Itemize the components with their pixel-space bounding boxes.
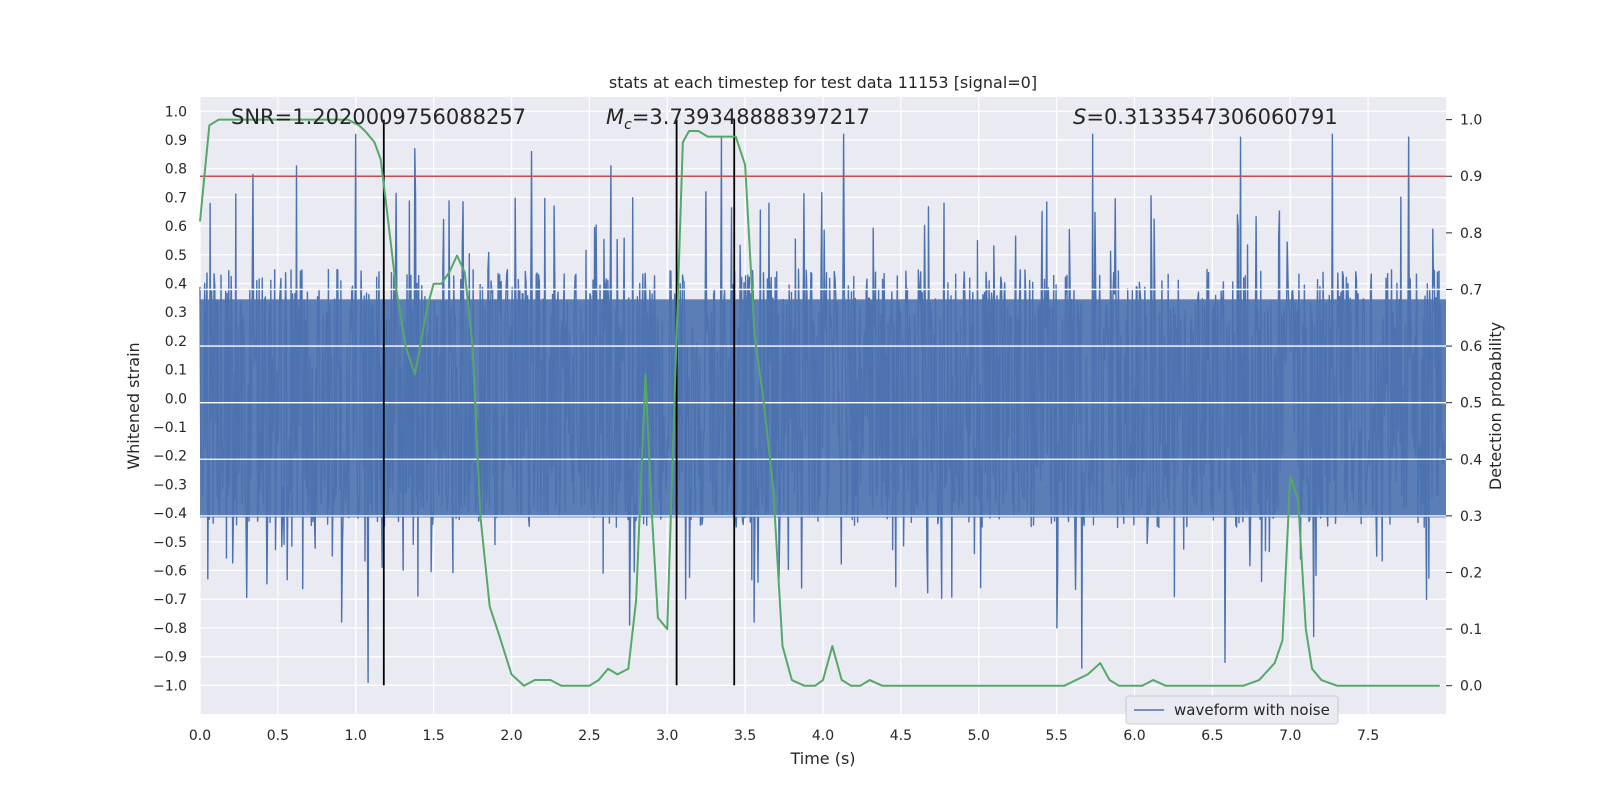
left-y-tick-label: −0.9 bbox=[153, 650, 187, 666]
left-y-tick-label: 0.0 bbox=[165, 391, 187, 407]
x-tick-label: 3.0 bbox=[656, 728, 678, 744]
chirp-mass-annotation: Mc=3.739348888397217 bbox=[606, 105, 870, 133]
left-y-tick-label: −1.0 bbox=[153, 678, 187, 694]
right-y-tick-label: 0.4 bbox=[1460, 452, 1482, 468]
left-y-tick-label: 0.2 bbox=[165, 334, 187, 350]
left-y-tick-label: −0.3 bbox=[153, 477, 187, 493]
left-y-tick-label: 0.1 bbox=[165, 363, 187, 379]
right-y-tick-label: 0.3 bbox=[1460, 509, 1482, 525]
left-y-tick-label: −0.4 bbox=[153, 506, 187, 522]
x-tick-label: 1.0 bbox=[345, 728, 367, 744]
legend: waveform with noise bbox=[1125, 695, 1339, 725]
vertical-markers bbox=[382, 119, 736, 686]
left-y-tick-label: −0.7 bbox=[153, 592, 187, 608]
x-tick-label: 6.0 bbox=[1123, 728, 1145, 744]
waveform-series bbox=[199, 133, 1446, 684]
left-y-tick-label: −0.8 bbox=[153, 621, 187, 637]
chirp-mass-subscript: c bbox=[624, 117, 632, 133]
left-y-tick-label: −0.2 bbox=[153, 449, 187, 465]
x-tick-label: 7.5 bbox=[1357, 728, 1379, 744]
left-y-axis-ticks: 1.0 0.9 0.8 0.7 0.6 0.5 0.4 0.3 0.2 0.1 0.0 −0.1 −0.… bbox=[153, 104, 187, 694]
x-tick-label: 0.5 bbox=[267, 728, 289, 744]
left-y-tick-label: −0.1 bbox=[153, 420, 187, 436]
x-axis-ticks: 0.0 0.5 1.0 1.5 2.0 2.5 3.0 3.5 4.0 4.5 5.0 5.5 6.0 6… bbox=[189, 728, 1379, 744]
right-y-tick-label: 0.1 bbox=[1460, 622, 1482, 638]
probability-line bbox=[199, 118, 1440, 687]
left-y-axis-label: Whitened strain bbox=[124, 342, 143, 469]
left-y-tick-label: −0.5 bbox=[153, 535, 187, 551]
x-tick-label: 4.0 bbox=[812, 728, 834, 744]
legend-label: waveform with noise bbox=[1174, 701, 1330, 719]
s-symbol: S bbox=[1073, 105, 1086, 129]
x-tick-label: 5.5 bbox=[1045, 728, 1067, 744]
x-tick-label: 5.0 bbox=[968, 728, 990, 744]
probability-series bbox=[199, 118, 1440, 687]
right-y-tick-label: 0.8 bbox=[1460, 226, 1482, 242]
chirp-mass-symbol: M bbox=[606, 105, 624, 129]
x-tick-label: 2.5 bbox=[578, 728, 600, 744]
left-y-tick-label: 0.5 bbox=[165, 248, 187, 264]
chirp-mass-value: =3.739348888397217 bbox=[632, 105, 870, 129]
x-tick-label: 2.0 bbox=[500, 728, 522, 744]
x-tick-label: 0.0 bbox=[189, 728, 211, 744]
x-tick-label: 3.5 bbox=[734, 728, 756, 744]
chart-title: stats at each timestep for test data 111… bbox=[609, 73, 1037, 92]
waveform-dense-band bbox=[200, 299, 1446, 518]
right-y-axis-label: Detection probability bbox=[1486, 322, 1505, 490]
right-y-axis-ticks: 1.0 0.9 0.8 0.7 0.6 0.5 0.4 0.3 0.2 0.1 0.0 bbox=[1446, 113, 1482, 695]
right-y-tick-label: 0.0 bbox=[1460, 679, 1482, 695]
left-y-tick-label: 0.4 bbox=[165, 277, 187, 293]
snr-annotation: SNR=1.2020009756088257 bbox=[231, 105, 526, 129]
legend-box bbox=[1125, 695, 1339, 725]
left-y-tick-label: 0.9 bbox=[165, 133, 187, 149]
right-y-tick-label: 0.2 bbox=[1460, 565, 1482, 581]
right-y-tick-label: 0.7 bbox=[1460, 282, 1482, 298]
left-y-tick-label: 0.3 bbox=[165, 305, 187, 321]
x-tick-label: 4.5 bbox=[890, 728, 912, 744]
left-y-tick-label: 1.0 bbox=[165, 104, 187, 120]
left-y-tick-label: −0.6 bbox=[153, 564, 187, 580]
s-annotation: S=0.3133547306060791 bbox=[1073, 105, 1338, 129]
right-y-tick-label: 1.0 bbox=[1460, 113, 1482, 129]
x-tick-label: 6.5 bbox=[1201, 728, 1223, 744]
right-y-tick-label: 0.5 bbox=[1460, 396, 1482, 412]
right-y-tick-label: 0.9 bbox=[1460, 169, 1482, 185]
s-value: =0.3133547306060791 bbox=[1086, 105, 1337, 129]
right-y-tick-label: 0.6 bbox=[1460, 339, 1482, 355]
left-y-tick-label: 0.6 bbox=[165, 219, 187, 235]
x-tick-label: 1.5 bbox=[422, 728, 444, 744]
x-tick-label: 7.0 bbox=[1279, 728, 1301, 744]
left-y-tick-label: 0.7 bbox=[165, 190, 187, 206]
x-axis-label: Time (s) bbox=[789, 749, 855, 768]
left-y-tick-label: 0.8 bbox=[165, 162, 187, 178]
